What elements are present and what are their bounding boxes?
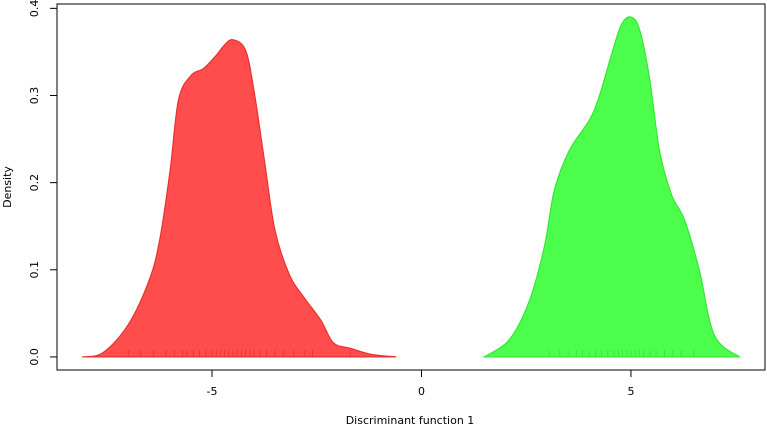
x-axis-label: Discriminant function 1: [346, 414, 475, 426]
density-area: [482, 16, 742, 358]
y-tick-label: 0.0: [28, 348, 41, 366]
density-area: [82, 38, 397, 358]
plot-frame: [56, 3, 766, 371]
x-tick-label: -5: [207, 385, 218, 398]
y-tick-label: 0.2: [28, 174, 41, 192]
y-tick-label: 0.3: [28, 87, 41, 105]
x-tick-label: 5: [627, 385, 634, 398]
y-tick-label: 0.1: [28, 261, 41, 279]
x-tick-label: 0: [418, 385, 425, 398]
y-axis-label: Density: [1, 166, 14, 208]
y-tick-label: 0.4: [28, 0, 41, 17]
